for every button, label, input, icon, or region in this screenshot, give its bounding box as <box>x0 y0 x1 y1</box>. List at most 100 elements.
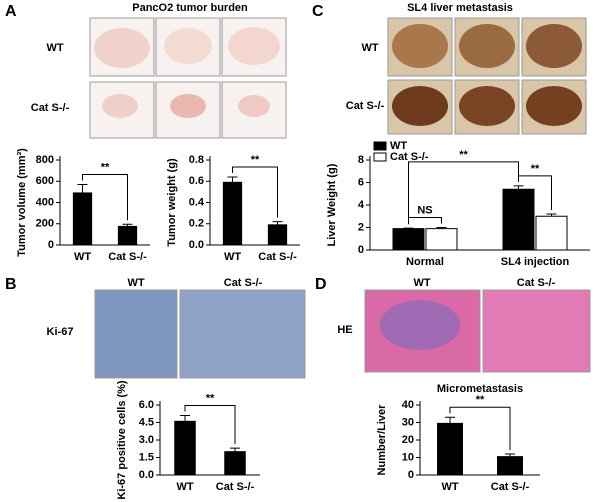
y-tick-label: 1.5 <box>139 451 154 463</box>
significance-bracket <box>82 173 128 221</box>
bar <box>437 422 463 476</box>
y-tick-label: 3.0 <box>139 434 154 446</box>
row-label: Cat S-/- <box>346 100 385 112</box>
bar <box>497 456 523 476</box>
error-bar <box>445 416 455 424</box>
bar <box>502 188 535 251</box>
y-tick-label: 0.0 <box>139 469 154 481</box>
error-bar <box>546 213 557 217</box>
panel-letter: D <box>315 276 327 293</box>
y-tick-label: 2 <box>358 221 364 233</box>
annotation: NS <box>417 204 432 216</box>
column-label: Cat S-/- <box>224 277 263 289</box>
panel-letter: B <box>5 276 17 293</box>
column-label: WT <box>413 277 430 289</box>
y-tick-label: 0 <box>358 244 364 256</box>
legend-label: WT <box>390 140 407 152</box>
error-bar <box>513 185 524 190</box>
bar <box>174 420 196 476</box>
y-axis-label: Tumor weight (g) <box>166 158 178 247</box>
column-label: Cat S-/- <box>517 277 556 289</box>
bar <box>535 215 568 251</box>
annotation: ** <box>531 163 540 175</box>
y-tick-label: 400 <box>36 196 54 208</box>
legend-swatch <box>373 152 387 162</box>
y-tick-label: 6 <box>358 176 364 188</box>
y-tick-label: 0.8 <box>189 154 204 166</box>
annotation: ** <box>101 161 110 173</box>
y-tick-label: 8 <box>358 154 364 166</box>
y-axis-label: Number/Liver <box>376 404 388 476</box>
row-label: Ki-67 <box>47 326 74 338</box>
x-tick-label: Cat S-/- <box>491 481 530 493</box>
x-tick-label: SL4 injection <box>501 256 570 268</box>
x-tick-label: WT <box>441 481 458 493</box>
annotation: ** <box>206 392 215 404</box>
error-bar <box>436 227 447 229</box>
error-bar <box>230 447 240 452</box>
row-label: HE <box>337 324 352 336</box>
y-tick-label: 30 <box>402 416 414 428</box>
row-label: WT <box>46 42 63 54</box>
x-tick-label: WT <box>74 251 91 263</box>
y-tick-label: 800 <box>36 154 54 166</box>
bar <box>72 192 93 246</box>
error-bar <box>180 415 190 422</box>
bar <box>267 224 288 246</box>
x-tick-label: WT <box>224 251 241 263</box>
y-tick-label: 0.6 <box>189 175 204 187</box>
y-tick-label: 0 <box>408 469 414 481</box>
error-bar <box>272 221 283 225</box>
significance-bracket <box>449 406 511 450</box>
y-tick-label: 4.5 <box>139 416 154 428</box>
panel-title: SL4 liver metastasis <box>407 2 513 14</box>
panel-letter: A <box>5 3 17 20</box>
significance-bracket <box>184 405 236 445</box>
y-tick-label: 20 <box>402 434 414 446</box>
y-axis-label: Tumor volume (mm³) <box>16 148 28 257</box>
annotation: ** <box>251 154 260 166</box>
significance-bracket <box>518 175 552 210</box>
annotation: ** <box>459 149 468 161</box>
x-tick-label: WT <box>176 481 193 493</box>
y-tick-label: 0.4 <box>189 196 205 208</box>
y-tick-label: 4 <box>358 199 365 211</box>
panel-letter: C <box>312 3 324 20</box>
y-tick-label: 200 <box>36 218 54 230</box>
y-axis-label: Ki-67 positive cells (%) <box>116 380 128 500</box>
panel-title: PancO2 tumor burden <box>132 2 248 14</box>
x-tick-label: Cat S-/- <box>258 251 297 263</box>
error-bar <box>505 453 515 457</box>
x-tick-label: Normal <box>406 256 444 268</box>
column-label: WT <box>127 277 144 289</box>
error-bar <box>403 227 414 229</box>
bar <box>224 451 246 476</box>
y-axis-label: Liver Weight (g) <box>326 163 338 246</box>
x-tick-label: Cat S-/- <box>108 251 147 263</box>
x-tick-label: Cat S-/- <box>216 481 255 493</box>
significance-bracket <box>408 217 442 225</box>
y-tick-label: 40 <box>402 399 414 411</box>
significance-bracket <box>232 166 278 218</box>
bar <box>392 228 425 251</box>
bar <box>222 181 243 246</box>
y-tick-label: 600 <box>36 175 54 187</box>
bar <box>425 228 458 251</box>
error-bar <box>122 223 133 227</box>
photos <box>89 17 591 379</box>
significance-bracket <box>408 161 519 225</box>
row-label: WT <box>361 42 378 54</box>
row-label: Cat S-/- <box>31 102 70 114</box>
y-tick-label: 10 <box>402 451 414 463</box>
error-bar <box>77 183 88 193</box>
y-tick-label: 0.2 <box>189 218 204 230</box>
legend-swatch <box>373 141 387 151</box>
chart-title: Micrometastasis <box>437 383 523 395</box>
y-tick-label: 0 <box>48 239 54 251</box>
y-tick-label: 0.0 <box>189 239 204 251</box>
legend-label: Cat S-/- <box>390 151 429 163</box>
error-bar <box>227 176 238 183</box>
annotation: ** <box>476 394 485 406</box>
bar <box>117 225 138 246</box>
y-tick-label: 6.0 <box>139 399 154 411</box>
